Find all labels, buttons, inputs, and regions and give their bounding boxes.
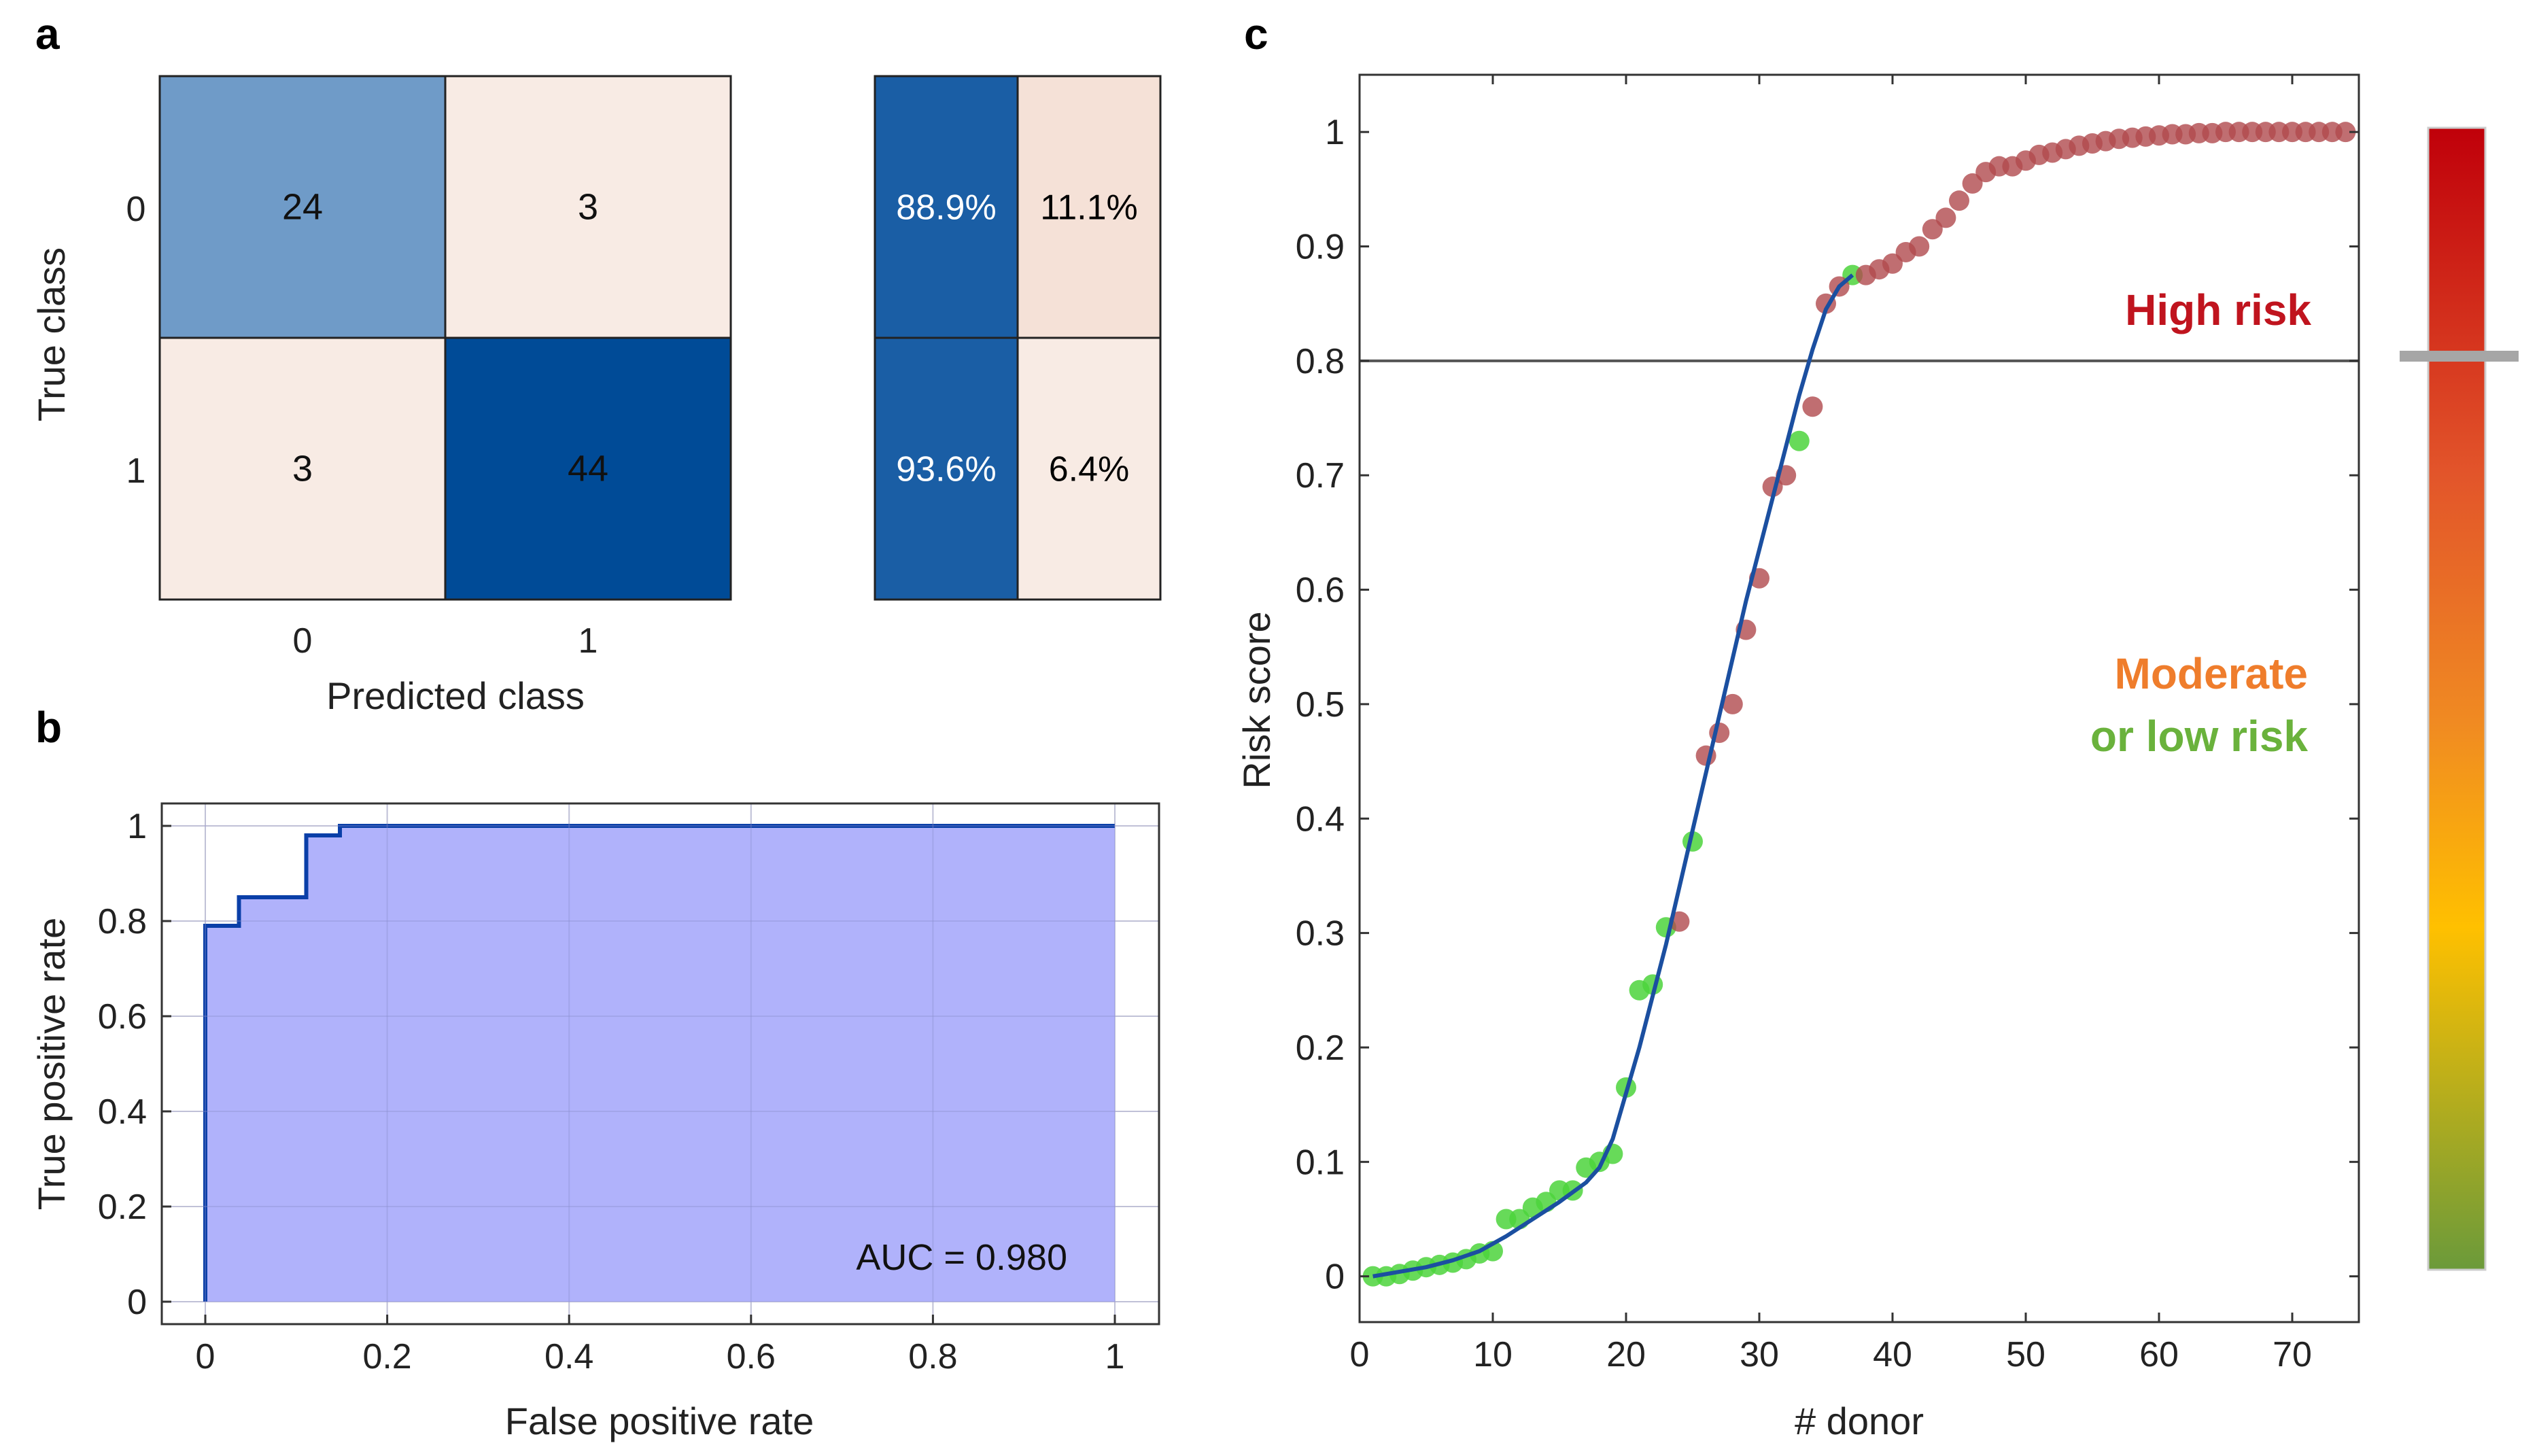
risk-xtick-label: 40: [1873, 1335, 1912, 1374]
high-risk-annotation: High risk: [2125, 285, 2311, 334]
risk-ytick-label: 0: [1325, 1258, 1345, 1297]
true-class-axis-label: True class: [30, 247, 73, 421]
risk-ylabel: Risk score: [1235, 611, 1278, 788]
risk-xtick-label: 70: [2273, 1335, 2312, 1374]
risk-xtick-label: 30: [1740, 1335, 1779, 1374]
row-tick-1: 1: [126, 451, 146, 491]
roc-ytick-label: 0.8: [98, 902, 147, 941]
high-risk-point: [1882, 253, 1903, 274]
risk-xtick-label: 60: [2139, 1335, 2179, 1374]
panel-label-a: a: [35, 10, 60, 58]
risk-ytick-label: 0.7: [1296, 456, 1345, 496]
high-risk-point: [1949, 190, 1969, 211]
roc-ytick-label: 0.2: [98, 1188, 147, 1227]
roc-xtick-label: 0: [196, 1337, 215, 1376]
risk-ytick-label: 0.6: [1296, 571, 1345, 610]
risk-xtick-label: 0: [1350, 1335, 1370, 1374]
roc-xtick-label: 0.6: [727, 1337, 776, 1376]
high-risk-point: [1909, 236, 1930, 257]
panel-label-c: c: [1244, 10, 1268, 58]
cm-cell: [158, 336, 447, 601]
risk-plot-area: [1360, 75, 2359, 1322]
roc-xlabel: False positive rate: [505, 1400, 814, 1442]
roc-ylabel: True positive rate: [30, 918, 73, 1211]
cm-count-label: 3: [292, 449, 313, 489]
risk-xlabel: # donor: [1795, 1400, 1924, 1442]
rate-label: 6.4%: [1049, 450, 1130, 489]
rate-label: 11.1%: [1040, 188, 1138, 228]
risk-chart: 0 10 20 30 40 50 60 70 0 0.1 0.2 0.3 0.4 0.5 0.6 0.7 0.8…: [1235, 73, 2360, 1442]
risk-axes-box: [1358, 73, 2360, 1323]
rate-label: 88.9%: [896, 188, 996, 228]
high-risk-point: [1962, 173, 1983, 194]
risk-ytick-label: 0.5: [1296, 685, 1345, 725]
roc-xtick-label: 0.8: [908, 1337, 957, 1376]
risk-ytick-label: 0.8: [1296, 342, 1345, 381]
roc-ytick-label: 0: [127, 1283, 147, 1322]
risk-ytick-label: 0.9: [1296, 228, 1345, 267]
risk-xtick-label: 50: [2006, 1335, 2045, 1374]
risk-fit-curve: [1372, 273, 1854, 1279]
cm-cell: [444, 75, 732, 339]
risk-colorbar-bar: [2427, 126, 2487, 1271]
cm-cell: [444, 336, 732, 601]
rate-cell: [1016, 75, 1162, 339]
risk-ytick-label: 0.2: [1296, 1028, 1345, 1068]
risk-ytick-label: 0.3: [1296, 914, 1345, 954]
high-risk-point: [2335, 122, 2356, 143]
roc-xtick-label: 0.2: [362, 1337, 411, 1376]
roc-auc-area: [205, 826, 1115, 1302]
roc-ytick-label: 0.6: [98, 997, 147, 1037]
low-risk-annotation: or low risk: [2090, 712, 2309, 761]
roc-xtick-label: 1: [1105, 1337, 1125, 1376]
low-risk-point: [1789, 430, 1810, 451]
roc-xtick-label: 0.4: [545, 1337, 593, 1376]
panel-label-b: b: [35, 703, 62, 752]
rate-cell: [1016, 336, 1162, 601]
high-risk-point: [1935, 207, 1956, 228]
high-risk-point: [1922, 219, 1943, 240]
cm-count-label: 44: [568, 449, 608, 489]
roc-chart: 0 0.2 0.4 0.6 0.8 1 0 0.2 0.4 0.6 0.8 1 False positi…: [30, 802, 1160, 1442]
col-tick-1: 1: [578, 621, 598, 661]
risk-ytick-label: 0.1: [1296, 1143, 1345, 1182]
roc-axes-box: [160, 802, 1160, 1325]
cm-count-label: 3: [578, 187, 598, 228]
risk-ytick-label: 0.4: [1296, 799, 1345, 839]
risk-colorbar: [2400, 126, 2519, 1271]
risk-xtick-label: 10: [1473, 1335, 1513, 1374]
confusion-rates: 88.9% 11.1% 93.6% 6.4%: [874, 75, 1162, 601]
high-risk-point: [1722, 693, 1743, 714]
row-tick-0: 0: [126, 190, 146, 229]
auc-annotation: AUC = 0.980: [856, 1237, 1067, 1278]
rate-cell: [874, 336, 1019, 601]
cm-cell: [158, 75, 447, 339]
high-risk-point: [1802, 396, 1823, 417]
moderate-risk-annotation: Moderate: [2115, 649, 2309, 698]
roc-ytick-label: 1: [127, 807, 147, 846]
confusion-matrix: 24 3 3 44: [158, 75, 732, 601]
roc-ytick-label: 0.4: [98, 1092, 147, 1132]
cm-count-label: 24: [282, 187, 323, 228]
col-tick-0: 0: [293, 621, 313, 661]
rate-cell: [874, 75, 1019, 339]
predicted-class-axis-label: Predicted class: [326, 674, 585, 717]
risk-ytick-label: 1: [1325, 113, 1345, 152]
risk-xtick-label: 20: [1606, 1335, 1646, 1374]
roc-curve: [203, 824, 1115, 1302]
rate-label: 93.6%: [896, 450, 996, 489]
